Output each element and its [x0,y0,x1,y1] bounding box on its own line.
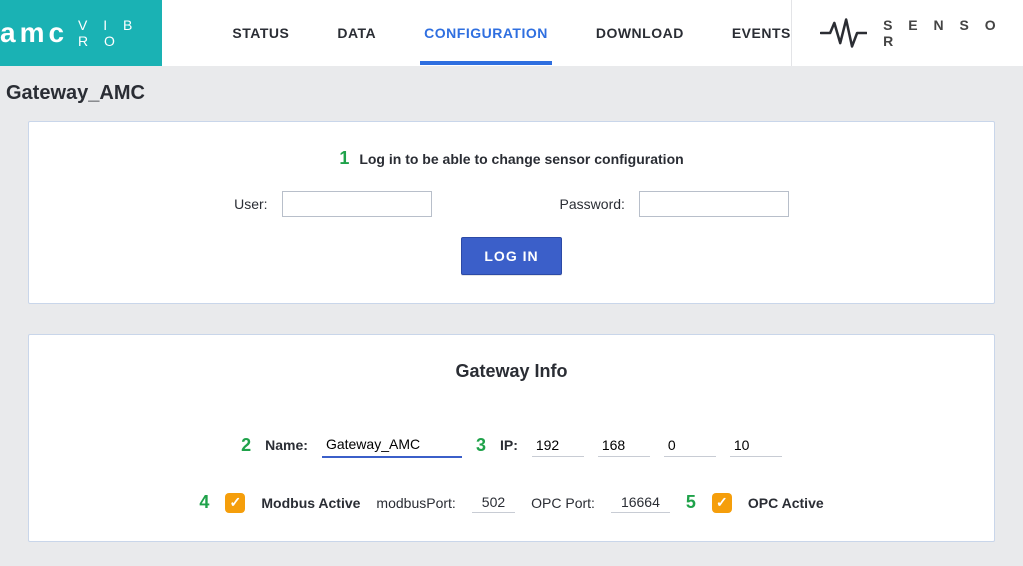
opc-port-value: 16664 [611,492,670,513]
ip-octet-1[interactable] [532,433,584,457]
user-label: User: [234,196,267,212]
login-heading: Log in to be able to change sensor confi… [359,151,683,167]
password-input[interactable] [639,191,789,217]
callout-5: 5 [686,492,696,513]
page-title: Gateway_AMC [0,66,1023,121]
main-nav: STATUS DATA CONFIGURATION DOWNLOAD EVENT… [162,0,790,66]
password-label: Password: [560,196,625,212]
logo-sub: V I B R O [78,17,162,49]
gateway-info-title: Gateway Info [59,361,964,382]
user-input[interactable] [282,191,432,217]
ip-octet-4[interactable] [730,433,782,457]
nav-events[interactable]: EVENTS [732,1,791,65]
modbus-active-label: Modbus Active [261,495,360,511]
top-bar: amc V I B R O STATUS DATA CONFIGURATION … [0,0,1023,66]
opc-active-label: OPC Active [748,495,824,511]
nav-download[interactable]: DOWNLOAD [596,1,684,65]
gateway-info-card: Gateway Info 2 Name: 3 IP: 4 ✓ Modbus Ac… [28,334,995,542]
modbus-port-value: 502 [472,492,515,513]
brand-right-label: S E N S O R [883,17,1005,49]
ip-label: IP: [500,437,518,453]
ip-octet-2[interactable] [598,433,650,457]
callout-3: 3 [476,435,486,456]
callout-1: 1 [339,148,349,169]
sensor-wave-icon [820,15,867,51]
login-card: 1 Log in to be able to change sensor con… [28,121,995,304]
gateway-name-input[interactable] [322,432,462,458]
nav-data[interactable]: DATA [337,1,376,65]
modbus-active-checkbox[interactable]: ✓ [225,493,245,513]
login-button[interactable]: LOG IN [461,237,561,275]
brand-right: S E N S O R [791,0,1023,66]
logo: amc V I B R O [0,0,162,66]
opc-active-checkbox[interactable]: ✓ [712,493,732,513]
callout-2: 2 [241,435,251,456]
callout-4: 4 [199,492,209,513]
nav-configuration[interactable]: CONFIGURATION [424,1,548,65]
nav-status[interactable]: STATUS [232,1,289,65]
opc-port-label: OPC Port: [531,495,595,511]
logo-main: amc [0,17,68,49]
modbus-port-label: modbusPort: [376,495,455,511]
name-label: Name: [265,437,308,453]
ip-octet-3[interactable] [664,433,716,457]
